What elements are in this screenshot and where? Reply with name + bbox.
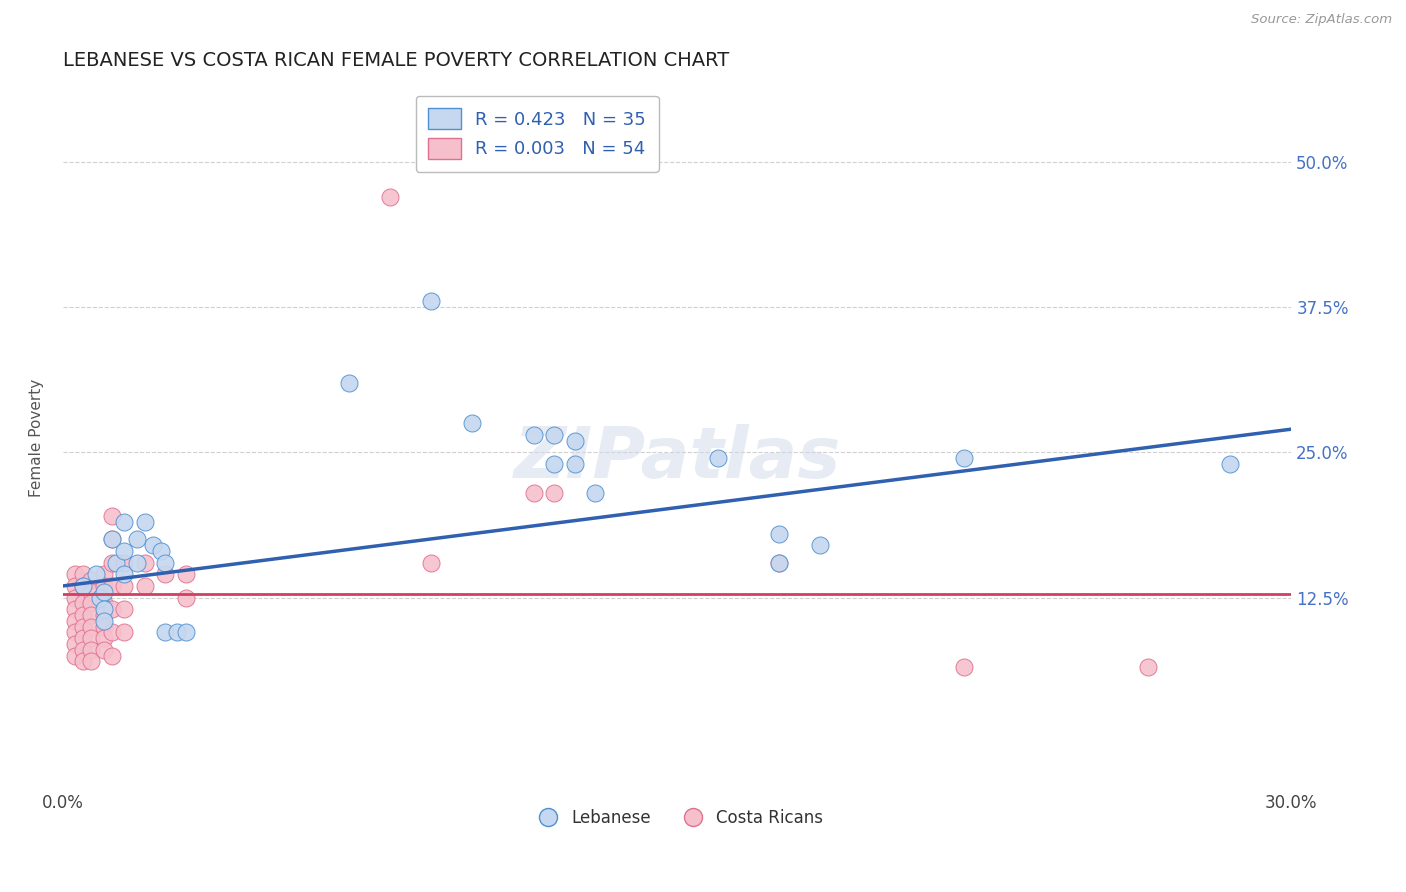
Point: [63, 591, 86, 605]
Point: [420, 556, 443, 570]
Point: [125, 556, 148, 570]
Point: [112, 515, 135, 529]
Point: [153, 556, 176, 570]
Point: [420, 294, 443, 309]
Point: [952, 451, 974, 466]
Point: [101, 556, 124, 570]
Point: [80, 631, 103, 645]
Text: LEBANESE VS COSTA RICAN FEMALE POVERTY CORRELATION CHART: LEBANESE VS COSTA RICAN FEMALE POVERTY C…: [63, 51, 730, 70]
Point: [768, 526, 790, 541]
Point: [93, 567, 115, 582]
Point: [543, 486, 565, 500]
Point: [93, 584, 115, 599]
Point: [93, 643, 115, 657]
Point: [80, 655, 103, 669]
Point: [101, 579, 124, 593]
Point: [63, 567, 86, 582]
Point: [707, 451, 730, 466]
Point: [63, 579, 86, 593]
Point: [1137, 660, 1160, 674]
Point: [93, 619, 115, 633]
Point: [112, 544, 135, 558]
Point: [93, 602, 115, 616]
Point: [89, 591, 111, 605]
Point: [583, 486, 606, 500]
Point: [72, 596, 94, 610]
Point: [80, 619, 103, 633]
Point: [339, 376, 361, 390]
Point: [174, 567, 197, 582]
Point: [93, 607, 115, 622]
Point: [72, 655, 94, 669]
Point: [93, 579, 115, 593]
Point: [105, 556, 128, 570]
Point: [101, 533, 124, 547]
Point: [80, 607, 103, 622]
Point: [125, 533, 148, 547]
Point: [174, 591, 197, 605]
Point: [1219, 457, 1241, 471]
Point: [72, 619, 94, 633]
Point: [112, 567, 135, 582]
Point: [80, 596, 103, 610]
Point: [166, 625, 188, 640]
Point: [153, 625, 176, 640]
Point: [112, 579, 135, 593]
Point: [63, 625, 86, 640]
Point: [134, 579, 156, 593]
Point: [952, 660, 974, 674]
Point: [63, 648, 86, 663]
Point: [380, 190, 402, 204]
Point: [63, 637, 86, 651]
Point: [768, 556, 790, 570]
Point: [72, 643, 94, 657]
Point: [543, 457, 565, 471]
Legend: Lebanese, Costa Ricans: Lebanese, Costa Ricans: [524, 802, 830, 834]
Point: [134, 515, 156, 529]
Y-axis label: Female Poverty: Female Poverty: [30, 379, 44, 497]
Point: [80, 573, 103, 587]
Point: [80, 584, 103, 599]
Text: ZIPatlas: ZIPatlas: [513, 425, 841, 493]
Point: [523, 428, 546, 442]
Point: [461, 417, 484, 431]
Point: [72, 579, 94, 593]
Point: [72, 567, 94, 582]
Point: [80, 643, 103, 657]
Point: [564, 434, 586, 448]
Point: [101, 509, 124, 524]
Point: [84, 567, 107, 582]
Point: [101, 533, 124, 547]
Point: [523, 486, 546, 500]
Point: [63, 614, 86, 628]
Point: [564, 457, 586, 471]
Point: [72, 631, 94, 645]
Point: [112, 625, 135, 640]
Point: [63, 602, 86, 616]
Point: [101, 648, 124, 663]
Point: [112, 556, 135, 570]
Point: [134, 556, 156, 570]
Point: [174, 625, 197, 640]
Point: [153, 567, 176, 582]
Point: [72, 607, 94, 622]
Point: [142, 538, 165, 552]
Point: [543, 428, 565, 442]
Point: [93, 631, 115, 645]
Point: [93, 614, 115, 628]
Point: [101, 602, 124, 616]
Point: [93, 596, 115, 610]
Point: [150, 544, 173, 558]
Point: [72, 579, 94, 593]
Point: [112, 602, 135, 616]
Text: Source: ZipAtlas.com: Source: ZipAtlas.com: [1251, 13, 1392, 27]
Point: [768, 556, 790, 570]
Point: [101, 625, 124, 640]
Point: [808, 538, 831, 552]
